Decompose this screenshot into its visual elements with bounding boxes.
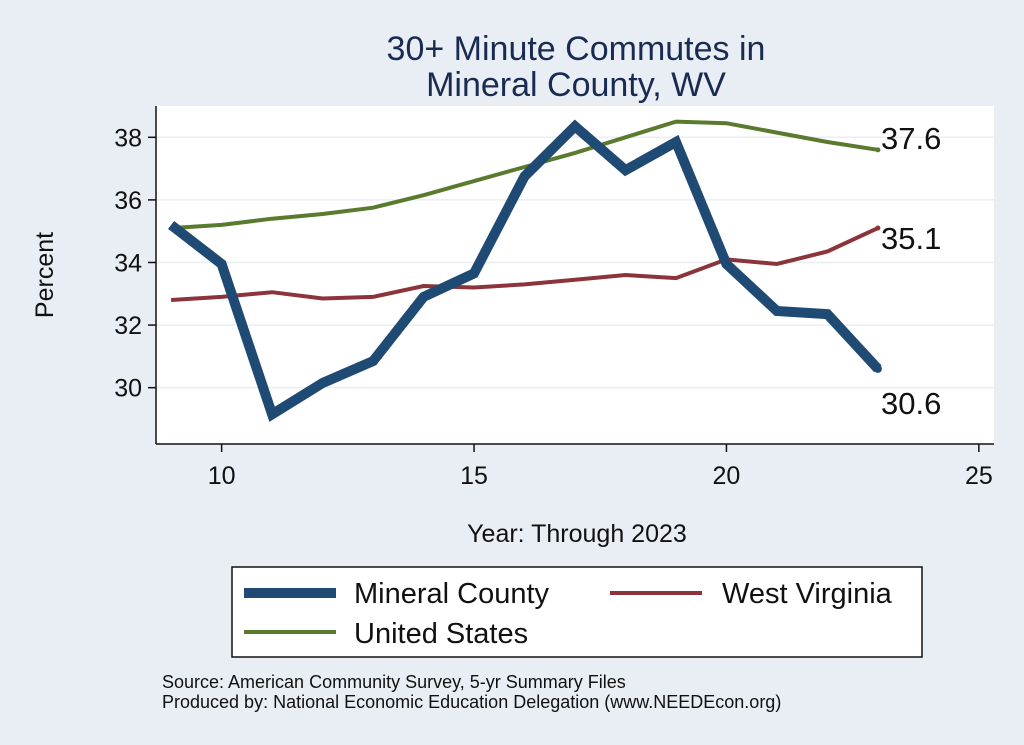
y-axis-title: Percent [31,232,59,318]
series-line-west-virginia [170,226,879,302]
chart-title-line-1: 30+ Minute Commutes in [387,30,766,68]
end-point-west-virginia [875,225,881,231]
end-label-mineral-county: 30.6 [881,386,941,421]
plot-area [156,106,994,444]
legend-label-west-virginia: West Virginia [722,578,893,610]
legend-box [231,566,923,658]
series-line-united-states [170,119,879,231]
x-tick-label-15: 15 [460,462,488,490]
series-lines [168,119,882,422]
x-tick-label-25: 25 [965,462,993,490]
end-point-united-states [875,147,881,153]
series-line-mineral-county [168,119,882,422]
end-point-mineral-county [873,364,882,373]
end-label-united-states: 37.6 [881,121,941,156]
y-tick-label-32: 32 [114,312,142,340]
x-tick-label-20: 20 [713,462,741,490]
produced-note: Produced by: National Economic Education… [162,692,781,712]
y-tick-label-34: 34 [114,249,142,277]
legend-label-mineral-county: Mineral County [354,578,550,610]
source-note: Source: American Community Survey, 5-yr … [162,672,626,692]
y-tick-label-38: 38 [114,124,142,152]
legend-label-united-states: United States [354,618,528,650]
y-tick-label-30: 30 [114,375,142,403]
chart-title-line-2: Mineral County, WV [426,66,726,104]
x-axis-title: Year: Through 2023 [467,520,687,548]
y-ticks: 30 32 34 36 38 [114,124,156,403]
end-label-west-virginia: 35.1 [881,221,941,256]
gridlines [156,136,994,389]
y-tick-label-36: 36 [114,187,142,215]
x-ticks: 10 15 20 25 [208,444,993,490]
legend: Mineral County West Virginia United Stat… [231,566,923,658]
x-tick-label-10: 10 [208,462,236,490]
